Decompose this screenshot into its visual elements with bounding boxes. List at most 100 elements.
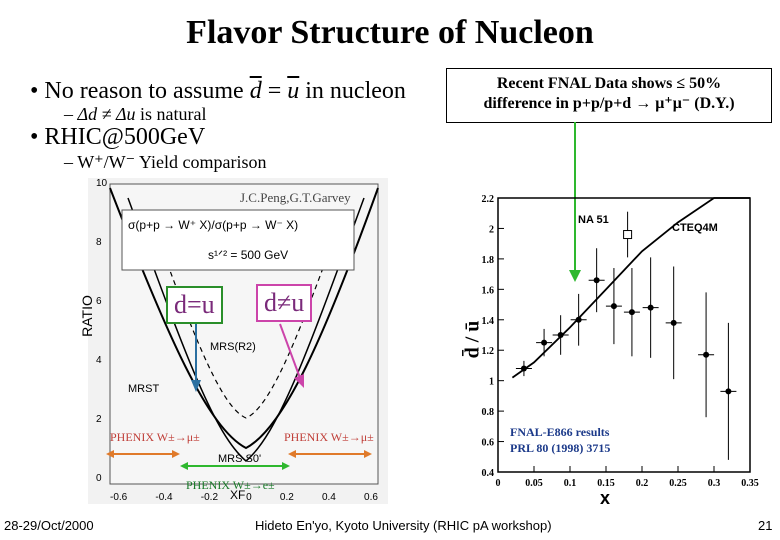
xtick: 0.2: [279, 492, 294, 503]
x-tick-label: 0.1: [564, 478, 577, 489]
y-tick-label: 1: [489, 377, 494, 388]
dbar-symbol: d: [249, 78, 262, 104]
e866-citation: FNAL-E866 results PRL 80 (1998) 3715: [510, 424, 610, 456]
ytick: 0: [96, 473, 102, 484]
xtick: -0.6: [110, 492, 128, 503]
y-tick-label: 1.2: [482, 346, 495, 357]
series-group: [511, 197, 750, 460]
fnal-line-1: Recent FNAL Data shows ≤ 50%: [496, 75, 722, 92]
box-arrows: [191, 323, 304, 392]
xtick: -0.4: [155, 492, 173, 503]
bullet-2-sub-text: W⁺/W⁻ Yield comparison: [77, 152, 267, 172]
bullet-dot: •: [30, 124, 39, 150]
y-tick-label: 2.2: [482, 194, 495, 205]
equals-symbol: =: [267, 78, 282, 104]
wpm-ratio-plot: σ(p+p → W⁺ X)/σ(p+p → W⁻ X) s¹ᐟ² = 500 G…: [79, 178, 388, 504]
y-tick-label: 1.8: [482, 255, 495, 266]
d-neq-u-box: d≠u: [256, 284, 313, 322]
x-tick-label: 0.2: [636, 478, 649, 489]
na51-point: [623, 230, 633, 240]
x-tick-label: 0.15: [597, 478, 615, 489]
e866-point: [541, 339, 548, 346]
bullet-2-sub: – W⁺/W⁻ Yield comparison: [64, 152, 266, 173]
bullet-dot: •: [30, 78, 39, 104]
left-ylabel: RATIO: [78, 295, 95, 337]
plot-frame: [497, 197, 751, 473]
ytick: 6: [96, 296, 102, 307]
curve-label-mrs-s0: MRS S0': [218, 453, 262, 465]
bullet-2-text: RHIC@500GeV: [44, 124, 206, 150]
ytick: 10: [96, 178, 108, 189]
e866-point: [647, 304, 654, 311]
fnal-line-2: difference in p+p/p+d → μ⁺μ⁻ (D.Y.): [483, 95, 735, 112]
y-tick-label: 2: [489, 224, 494, 235]
x-tick-label: 0.35: [741, 478, 759, 489]
xtick: -0.2: [200, 492, 219, 503]
y-tick-label: 1.4: [482, 316, 495, 327]
ytick: 8: [96, 237, 102, 248]
bullet-1: • No reason to assume d = u in nucleon: [30, 78, 406, 105]
plot-credit: J.C.Peng,G.T.Garvey: [240, 190, 351, 205]
e866-point: [520, 365, 527, 372]
y-tick-label: 1.6: [482, 285, 495, 296]
xtick: 0.4: [321, 492, 336, 503]
left-xlabel: XF: [230, 488, 246, 502]
dash: –: [64, 104, 73, 124]
page-number: 21: [758, 518, 773, 533]
bullet-1-prefix: No reason to assume: [44, 78, 244, 104]
e866-point: [610, 303, 617, 310]
xtick: 0: [246, 492, 252, 503]
e866-line-1: FNAL-E866 results: [510, 425, 610, 439]
left-xticks: -0.6 -0.4 -0.2 0 0.2 0.4 0.6: [110, 492, 378, 503]
cteq4m-curve: [511, 197, 750, 379]
bullet-1-suffix: in nucleon: [305, 78, 406, 104]
xtick: 0.6: [364, 492, 378, 503]
e866-point: [670, 319, 677, 326]
y-tick-label: 0.8: [482, 407, 495, 418]
e866-point: [593, 277, 600, 284]
dbar-ubar-svg: 0 0.05 0.1 0.15 0.2 0.25 0.3 0.35 0.4 0.6 0.8 1 1.2 1…: [482, 194, 759, 489]
footer-author: Hideto En'yo, Kyoto University (RHIC pA …: [255, 518, 552, 533]
x-tick-label: 0.25: [669, 478, 687, 489]
na51-label: NA 51: [578, 214, 609, 226]
left-yticks: 0 2 4 6 8 10: [96, 178, 107, 484]
e866-point: [703, 351, 710, 358]
bullet-2: • RHIC@500GeV: [30, 124, 205, 151]
e866-point: [575, 316, 582, 323]
cteq-label: CTEQ4M: [672, 222, 718, 234]
footer-date: 28-29/Oct/2000: [4, 518, 94, 533]
y-tick-label: 0.4: [482, 468, 495, 479]
e866-point: [628, 309, 635, 316]
ratio-formula: σ(p+p → W⁺ X)/σ(p+p → W⁻ X): [128, 218, 299, 232]
e866-point: [557, 332, 564, 338]
ytick: 4: [96, 355, 102, 366]
bullet-1-sub-text: is natural: [140, 104, 207, 124]
wpm-ratio-svg: [109, 183, 379, 485]
e866-line-2: PRL 80 (1998) 3715: [510, 441, 611, 455]
right-xlabel: x: [600, 488, 611, 508]
x-tick-label: 0.3: [708, 478, 721, 489]
page-title: Flavor Structure of Nucleon: [186, 14, 594, 51]
x-tick-label: 0: [496, 478, 501, 489]
phenix-range-arrows: [106, 450, 372, 470]
phenix-mu-left-label: PHENIX W±→μ±: [110, 430, 200, 444]
fnal-callout-box: Recent FNAL Data shows ≤ 50% difference …: [446, 68, 772, 123]
d-equal-u-box: d=u: [166, 286, 223, 324]
phenix-mu-right-label: PHENIX W±→μ±: [284, 430, 374, 444]
axes: 0 0.05 0.1 0.15 0.2 0.25 0.3 0.35 0.4 0.6 0.8 1 1.2 1…: [482, 194, 759, 489]
bullet-1-sub: – Δd ≠ Δu is natural: [64, 104, 207, 125]
curve-label-mrs-r2: MRS(R2): [210, 341, 256, 353]
dbar-ubar-plot: 0 0.05 0.1 0.15 0.2 0.25 0.3 0.35 0.4 0.6 0.8 1 1.2 1…: [460, 178, 770, 508]
y-tick-label: 0.6: [482, 438, 495, 449]
curve-label-mrst: MRST: [128, 383, 160, 395]
ytick: 2: [96, 414, 102, 425]
ubar-symbol: u: [287, 78, 300, 104]
e866-point: [725, 388, 732, 395]
delta-expr: Δd ≠ Δu: [77, 104, 136, 124]
x-tick-label: 0.05: [525, 478, 543, 489]
dash: –: [64, 152, 73, 172]
sqrt-s-label: s¹ᐟ² = 500 GeV: [208, 248, 289, 262]
phenix-e-label: PHENIX W±→e±: [186, 478, 275, 492]
green-arrow: [569, 122, 581, 282]
right-ylabel: d̄ / ū: [461, 320, 484, 359]
